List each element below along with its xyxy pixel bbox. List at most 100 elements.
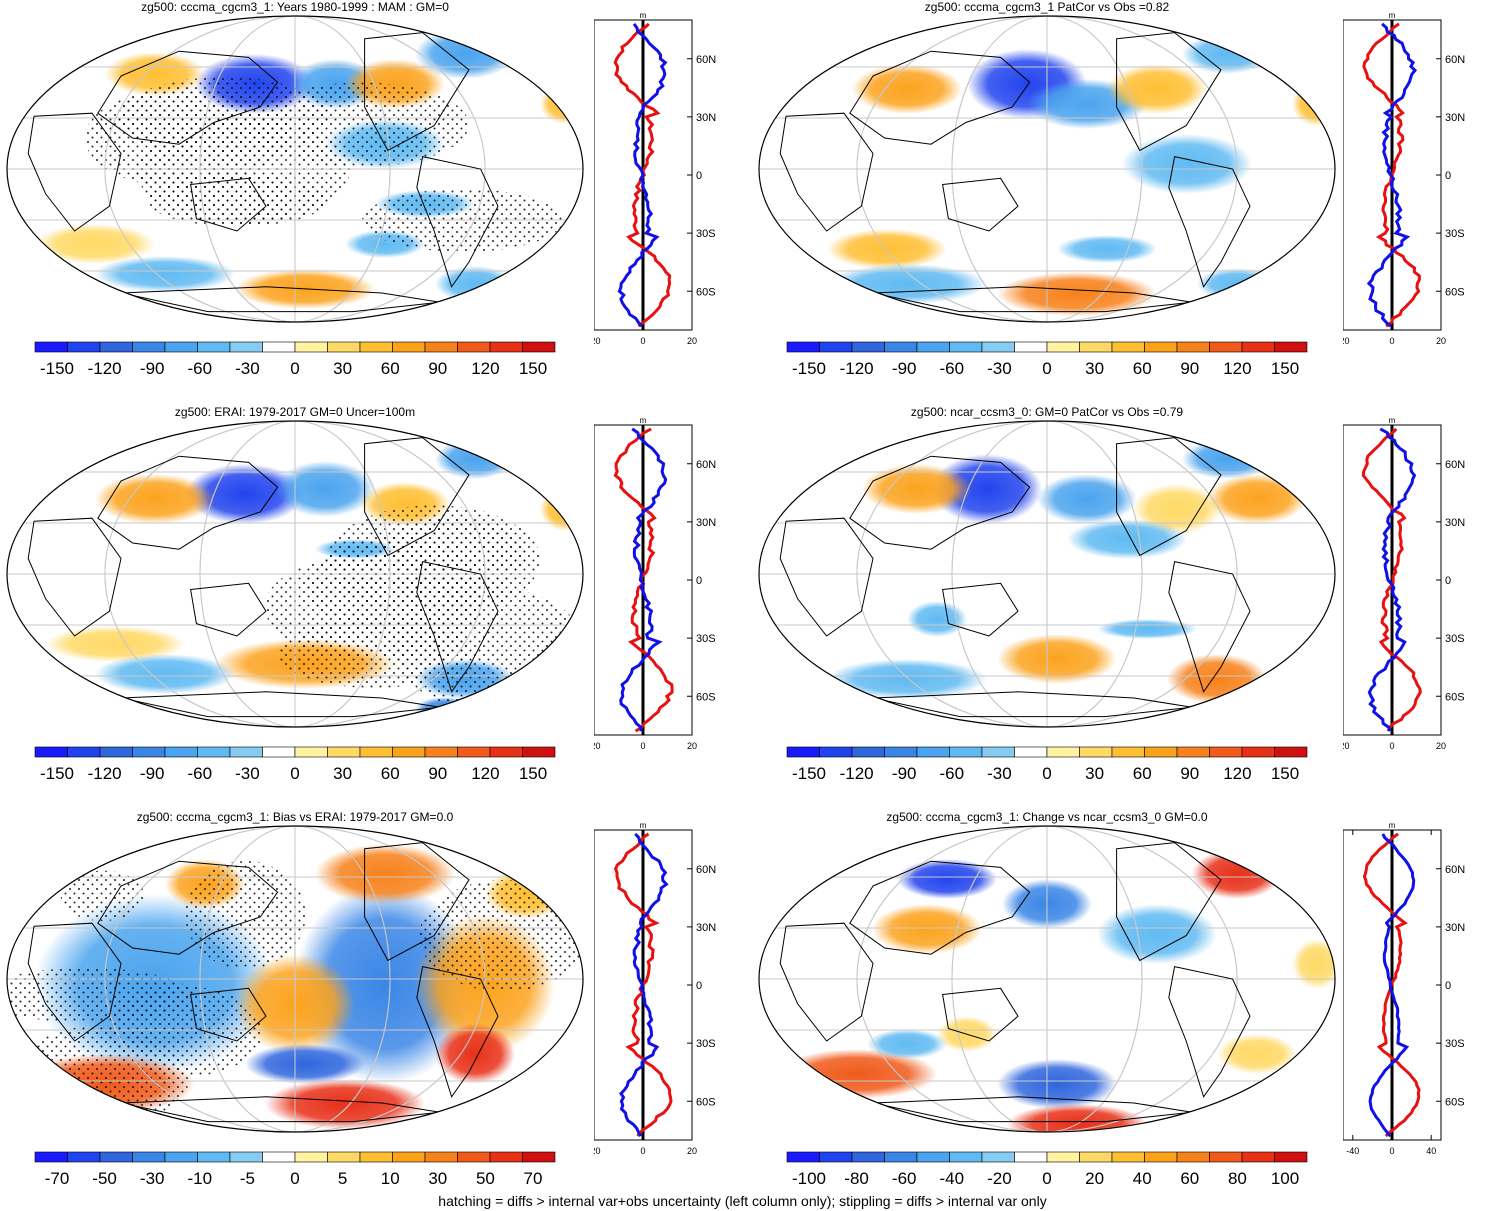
zonal-obs-line	[1368, 833, 1416, 1138]
colorbar-label: 30	[428, 1169, 447, 1188]
colorbar-label: 0	[290, 764, 299, 783]
zonal-xtick: 40	[1426, 1146, 1436, 1156]
colorbar-swatch	[359, 341, 393, 353]
coastline	[27, 922, 122, 1042]
zonal-xtick: -20	[1343, 336, 1350, 346]
panel-title: zg500: cccma_cgcm3_1: Years 1980-1999 : …	[141, 0, 449, 14]
panel-title: zg500: cccma_cgcm3_1: Bias vs ERAI: 1979…	[136, 810, 454, 824]
colorbar-label: -30	[140, 1169, 165, 1188]
colorbar-swatch	[489, 1151, 523, 1163]
zonal-xtick: -20	[1343, 741, 1350, 751]
colorbar-swatch	[884, 1151, 918, 1163]
map-p4: -150 -120 -90 -60 -30 0 30 60 90 120 150	[758, 420, 1336, 783]
colorbar-swatch	[1274, 746, 1308, 758]
colorbar-swatch	[1014, 746, 1048, 758]
colorbar-label: -150	[792, 359, 826, 378]
colorbar-label: -60	[940, 359, 965, 378]
colorbar-label: 150	[1271, 764, 1299, 783]
colorbar-label: -60	[188, 359, 213, 378]
zonal-unit: m	[640, 416, 647, 425]
anomaly-region	[862, 464, 972, 514]
anomaly-region	[997, 1059, 1117, 1109]
colorbar-label: -90	[892, 359, 917, 378]
colorbar-label: 120	[1223, 764, 1251, 783]
zonal-xtick: 20	[1436, 741, 1446, 751]
zonal-xtick: -20	[594, 336, 601, 346]
coastline	[779, 922, 874, 1042]
map-border	[758, 15, 1336, 323]
colorbar-swatch	[229, 746, 263, 758]
zonal-plot-p5: m -20 0 20 60N 30N 0 30S 60S	[594, 821, 716, 1156]
anomaly-region	[897, 859, 997, 899]
anomaly-region	[997, 272, 1157, 316]
colorbar-label: 20	[1085, 1169, 1104, 1188]
colorbar-label: 30	[333, 359, 352, 378]
stipple-region	[60, 870, 145, 922]
colorbar-label: 90	[1180, 764, 1199, 783]
zonal-lat-label: 60S	[696, 1096, 716, 1108]
longitude-line	[951, 826, 1143, 1132]
coastline	[364, 437, 470, 557]
colorbar-label: -100	[792, 1169, 826, 1188]
colorbar-label: -20	[987, 1169, 1012, 1188]
coastline	[97, 50, 279, 145]
colorbar-swatch	[1209, 341, 1243, 353]
colorbar-swatch	[164, 746, 198, 758]
colorbar-label: -30	[987, 764, 1012, 783]
colorbar-swatch	[1144, 341, 1178, 353]
coastline	[1168, 156, 1251, 288]
colorbar-swatch	[1014, 1151, 1048, 1163]
longitude-line	[856, 421, 1238, 727]
colorbar-swatch	[99, 341, 133, 353]
colorbar-swatch	[489, 341, 523, 353]
colorbar-label: -60	[188, 764, 213, 783]
colorbar-label: 60	[381, 764, 400, 783]
colorbar-swatch	[67, 1151, 101, 1163]
longitude-line	[951, 421, 1143, 727]
anomaly-region	[907, 601, 967, 637]
colorbar-label: -30	[235, 764, 260, 783]
panel-title: zg500: cccma_cgcm3_1: Change vs ncar_ccs…	[886, 810, 1208, 824]
colorbar-swatch	[1046, 1151, 1080, 1163]
anomaly-region	[1182, 34, 1272, 74]
colorbar-swatch	[1241, 341, 1275, 353]
anomaly-region	[1182, 439, 1272, 479]
zonal-lat-label: 60S	[696, 286, 716, 298]
zonal-unit: m	[1389, 416, 1396, 425]
colorbar-label: -120	[840, 359, 874, 378]
colorbar-swatch	[851, 1151, 885, 1163]
colorbar-label: -90	[892, 764, 917, 783]
colorbar-label: 90	[428, 764, 447, 783]
zonal-lat-label: 60S	[1445, 1096, 1465, 1108]
colorbar-swatch	[1014, 341, 1048, 353]
colorbar-label: 0	[290, 1169, 299, 1188]
zonal-lat-label: 30N	[696, 922, 716, 934]
colorbar-swatch	[1079, 746, 1113, 758]
zonal-lat-label: 30S	[1445, 228, 1465, 240]
colorbar-swatch	[1144, 1151, 1178, 1163]
anomaly-region	[95, 654, 235, 694]
zonal-xtick: 0	[640, 336, 645, 346]
anomaly-region	[1207, 474, 1307, 524]
zonal-lat-label: 30N	[1445, 517, 1465, 529]
coastline	[849, 50, 1031, 145]
colorbar-swatch	[1079, 1151, 1113, 1163]
zonal-lat-label: 30N	[696, 517, 716, 529]
colorbar-label: -10	[188, 1169, 213, 1188]
colorbar-swatch	[34, 1151, 68, 1163]
zonal-obs-line	[619, 427, 668, 732]
colorbar-swatch	[819, 1151, 853, 1163]
colorbar-label: 0	[290, 359, 299, 378]
colorbar-swatch	[981, 341, 1015, 353]
colorbar-swatch	[522, 746, 556, 758]
colorbar-swatch	[981, 746, 1015, 758]
zonal-lat-label: 30S	[696, 633, 716, 645]
colorbar-swatch	[1046, 341, 1080, 353]
zonal-xtick: 0	[640, 1146, 645, 1156]
zonal-lat-label: 60S	[1445, 691, 1465, 703]
colorbar-swatch	[294, 1151, 328, 1163]
colorbar-swatch	[522, 341, 556, 353]
colorbar-swatch	[229, 341, 263, 353]
colorbar-swatch	[392, 1151, 426, 1163]
zonal-unit: m	[1389, 11, 1396, 20]
